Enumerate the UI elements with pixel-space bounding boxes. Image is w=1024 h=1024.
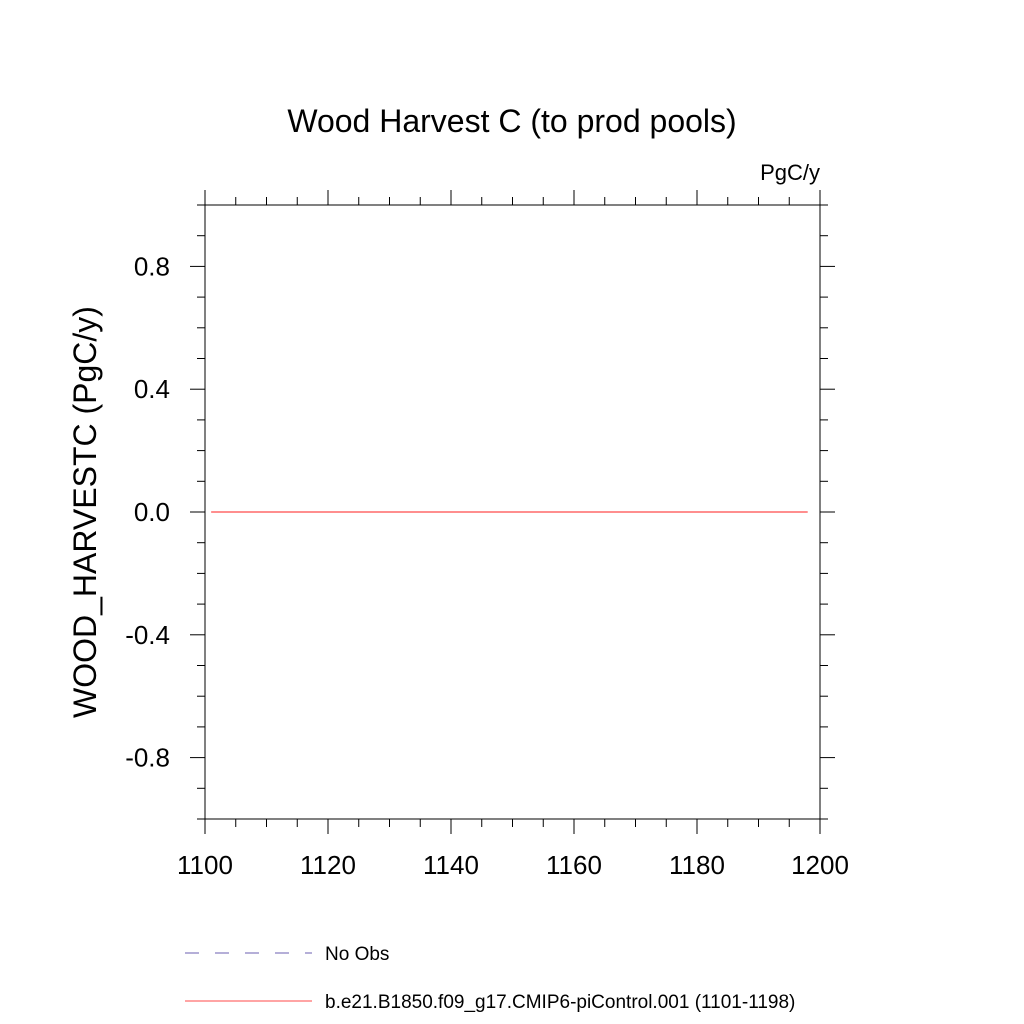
units-label: PgC/y	[760, 160, 820, 185]
chart-title: Wood Harvest C (to prod pools)	[287, 103, 736, 139]
y-tick-label: 0.4	[134, 374, 170, 404]
axis-tick-labels: 1100 1120 1140 1160 1180 1200 -0.8 -0.4 0.0 0.4 0.…	[125, 251, 849, 880]
y-tick-label: -0.4	[125, 620, 170, 650]
x-tick-label: 1160	[546, 850, 602, 880]
plot-area-frame	[204, 204, 821, 820]
y-tick-label: -0.8	[125, 743, 170, 773]
y-tick-label: 0.8	[134, 251, 170, 281]
axis-ticks	[190, 190, 835, 834]
x-tick-label: 1100	[177, 850, 233, 880]
x-tick-label: 1200	[791, 850, 849, 880]
legend-label: b.e21.B1850.f09_g17.CMIP6-piControl.001 …	[325, 992, 795, 1013]
y-tick-label: 0.0	[134, 497, 170, 527]
y-axis-label: WOOD_HARVESTC (PgC/y)	[67, 306, 103, 718]
x-tick-label: 1180	[669, 850, 725, 880]
legend-label: No Obs	[325, 944, 389, 965]
x-tick-label: 1140	[423, 850, 479, 880]
x-tick-label: 1120	[300, 850, 356, 880]
legend: No Obs b.e21.B1850.f09_g17.CMIP6-piContro…	[185, 944, 795, 1013]
